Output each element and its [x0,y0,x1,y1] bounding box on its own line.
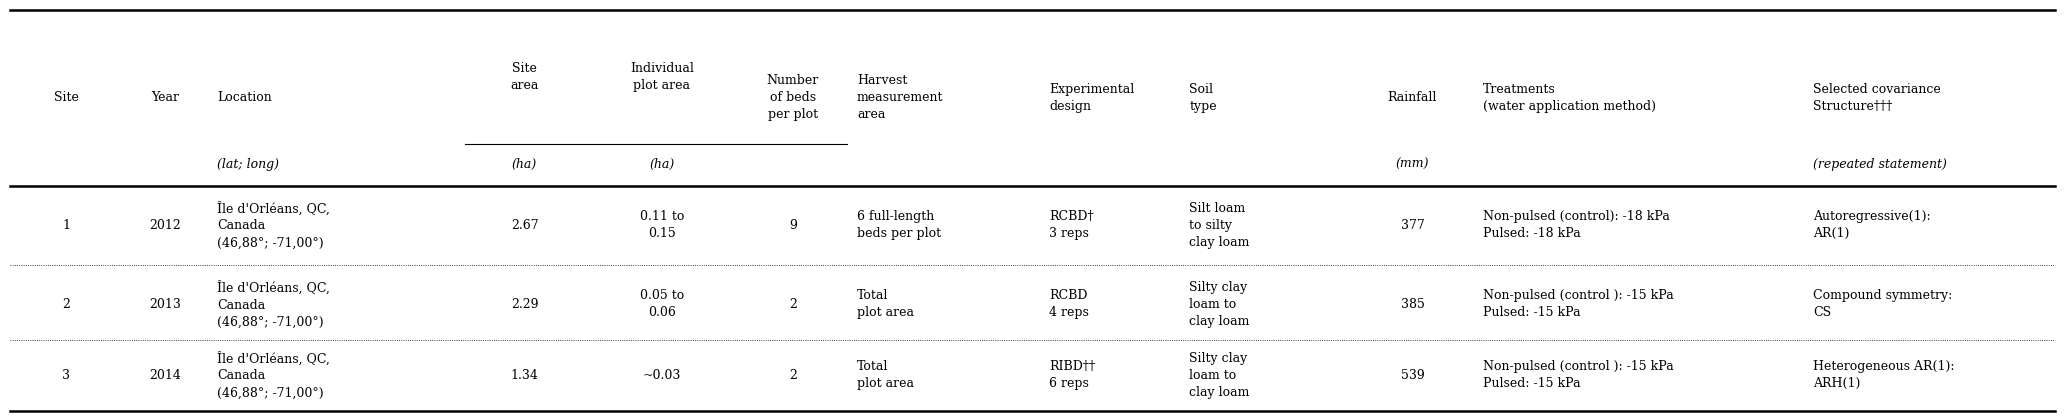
Text: 6 full-length
beds per plot: 6 full-length beds per plot [857,210,942,240]
Text: 2: 2 [789,369,797,382]
Text: 385: 385 [1400,298,1425,311]
Text: 2014: 2014 [149,369,182,382]
Text: Silty clay
loam to
clay loam: Silty clay loam to clay loam [1189,352,1249,399]
Text: 1: 1 [62,219,70,232]
Text: 9: 9 [789,219,797,232]
Text: Non-pulsed (control ): -15 kPa
Pulsed: -15 kPa: Non-pulsed (control ): -15 kPa Pulsed: -… [1483,289,1673,319]
Text: Silt loam
to silty
clay loam: Silt loam to silty clay loam [1189,202,1249,249]
Text: Total
plot area: Total plot area [857,360,915,390]
Text: RCBD
4 reps: RCBD 4 reps [1049,289,1088,319]
Text: ~0.03: ~0.03 [642,369,681,382]
Text: 539: 539 [1400,369,1425,382]
Text: Number
of beds
per plot: Number of beds per plot [766,75,820,121]
Text: 0.11 to
0.15: 0.11 to 0.15 [640,210,684,240]
Text: 2013: 2013 [149,298,182,311]
Text: Île d'Orléans, QC,
Canada
(46,88°; -71,00°): Île d'Orléans, QC, Canada (46,88°; -71,0… [217,351,330,399]
Text: (ha): (ha) [512,158,537,171]
Text: Heterogeneous AR(1):
ARH(1): Heterogeneous AR(1): ARH(1) [1813,360,1956,390]
Text: RIBD††
6 reps: RIBD†† 6 reps [1049,360,1094,390]
Text: 2.29: 2.29 [510,298,539,311]
Text: Treatments
(water application method): Treatments (water application method) [1483,83,1656,113]
Text: Île d'Orléans, QC,
Canada
(46,88°; -71,00°): Île d'Orléans, QC, Canada (46,88°; -71,0… [217,201,330,249]
Text: RCBD†
3 reps: RCBD† 3 reps [1049,210,1094,240]
Text: 3: 3 [62,369,70,382]
Text: Location: Location [217,91,273,105]
Text: Soil
type: Soil type [1189,83,1216,113]
Text: (lat; long): (lat; long) [217,158,279,171]
Text: (mm): (mm) [1396,158,1429,171]
Text: 1.34: 1.34 [510,369,539,382]
Text: (repeated statement): (repeated statement) [1813,158,1947,171]
Text: (ha): (ha) [648,158,675,171]
Text: Rainfall: Rainfall [1388,91,1437,105]
Text: Harvest
measurement
area: Harvest measurement area [857,75,944,121]
Text: Experimental
design: Experimental design [1049,83,1134,113]
Text: Total
plot area: Total plot area [857,289,915,319]
Text: 2: 2 [789,298,797,311]
Text: Non-pulsed (control): -18 kPa
Pulsed: -18 kPa: Non-pulsed (control): -18 kPa Pulsed: -1… [1483,210,1669,240]
Text: 2012: 2012 [149,219,182,232]
Text: 2.67: 2.67 [510,219,539,232]
Text: Non-pulsed (control ): -15 kPa
Pulsed: -15 kPa: Non-pulsed (control ): -15 kPa Pulsed: -… [1483,360,1673,390]
Text: Autoregressive(1):
AR(1): Autoregressive(1): AR(1) [1813,210,1931,240]
Text: 2: 2 [62,298,70,311]
Text: 377: 377 [1400,219,1425,232]
Text: Compound symmetry:
CS: Compound symmetry: CS [1813,289,1951,319]
Text: Individual
plot area: Individual plot area [630,62,694,92]
Text: Île d'Orléans, QC,
Canada
(46,88°; -71,00°): Île d'Orléans, QC, Canada (46,88°; -71,0… [217,280,330,329]
Text: Site: Site [54,91,78,105]
Text: 0.05 to
0.06: 0.05 to 0.06 [640,289,684,319]
Text: Selected covariance
Structure†††: Selected covariance Structure††† [1813,83,1941,113]
Text: Site
area: Site area [510,62,539,92]
Text: Year: Year [151,91,180,105]
Text: Silty clay
loam to
clay loam: Silty clay loam to clay loam [1189,281,1249,328]
